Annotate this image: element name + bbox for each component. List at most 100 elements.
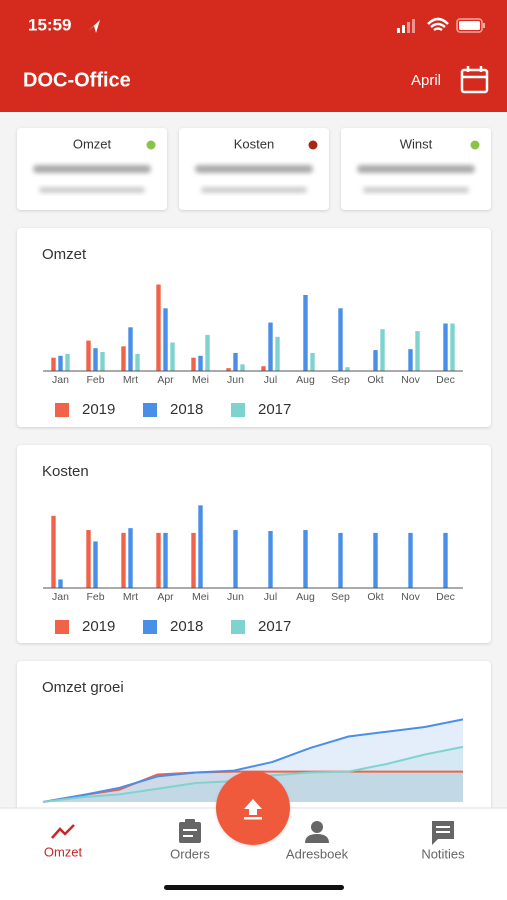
x-tick-label: Nov	[401, 591, 420, 603]
bar	[233, 530, 238, 588]
x-tick-label: Dec	[436, 374, 455, 386]
x-tick-label: Mei	[192, 591, 209, 603]
x-tick-label: Sep	[331, 374, 350, 386]
bar	[268, 322, 273, 371]
legend-swatch	[143, 620, 157, 634]
x-tick-label: Okt	[367, 591, 383, 603]
x-tick-label: Apr	[157, 591, 174, 603]
hidden-detail	[201, 187, 307, 193]
hidden-detail	[39, 187, 145, 193]
adresboek-icon	[305, 821, 329, 843]
x-tick-label: Feb	[86, 374, 104, 386]
x-tick-label: Aug	[296, 591, 315, 603]
bar	[373, 350, 378, 371]
nav-item[interactable]: Orders	[170, 846, 210, 861]
status-dot	[146, 140, 156, 150]
bar	[51, 357, 56, 371]
status-dot	[308, 140, 318, 150]
summary-label: Kosten	[234, 136, 274, 151]
notities-icon	[432, 821, 454, 845]
x-tick-label: Mrt	[123, 374, 138, 386]
x-tick-label: Aug	[296, 374, 315, 386]
bar	[275, 336, 280, 371]
summary-label: Omzet	[73, 136, 112, 151]
bar	[191, 532, 196, 588]
bar	[51, 515, 56, 588]
x-tick-label: Jul	[264, 374, 277, 386]
status-time: 15:59	[28, 15, 71, 34]
location-icon	[88, 20, 100, 33]
bar	[86, 340, 91, 371]
bar	[443, 532, 448, 588]
bar	[303, 295, 308, 371]
x-tick-label: Jul	[264, 591, 277, 603]
bar	[121, 346, 126, 371]
x-tick-label: Apr	[157, 374, 174, 386]
bar	[268, 531, 273, 588]
bar	[93, 541, 98, 588]
bar	[65, 353, 70, 371]
chart-title: Omzet	[42, 246, 87, 263]
area	[43, 719, 463, 802]
bar	[226, 368, 231, 371]
bar	[233, 352, 238, 371]
bar	[345, 367, 350, 371]
bar	[261, 366, 266, 371]
bar	[86, 530, 91, 588]
area	[43, 746, 463, 802]
bar	[338, 308, 343, 371]
bar	[415, 331, 420, 371]
bar	[310, 352, 315, 371]
bar	[373, 532, 378, 588]
x-tick-label: Mrt	[123, 591, 138, 603]
x-tick-label: Feb	[86, 591, 104, 603]
bar	[128, 528, 133, 588]
legend-label: 2018	[170, 618, 203, 635]
nav-item[interactable]: Adresboek	[286, 846, 349, 861]
x-tick-label: Sep	[331, 591, 350, 603]
legend-label: 2017	[258, 618, 291, 635]
content: Omzet Kosten Winst Omzet Jan Feb Mrt Apr Mei Jun J…	[17, 128, 491, 808]
bar	[135, 353, 140, 371]
bar	[170, 342, 175, 371]
legend-swatch	[55, 620, 69, 634]
bar	[128, 327, 133, 371]
legend-label: 2017	[258, 401, 291, 418]
battery-icon	[456, 18, 485, 33]
x-tick-label: Nov	[401, 374, 420, 386]
bar	[156, 284, 161, 371]
legend-swatch	[231, 620, 245, 634]
wifi-icon	[427, 17, 449, 32]
legend-label: 2018	[170, 401, 203, 418]
app-bar	[0, 0, 507, 112]
bar	[58, 579, 63, 588]
bar	[93, 348, 98, 371]
upload-fab[interactable]	[216, 771, 290, 845]
bar	[58, 355, 63, 371]
bar	[408, 532, 413, 588]
chart-card	[17, 445, 491, 643]
x-tick-label: Mei	[192, 374, 209, 386]
bar	[163, 308, 168, 371]
chart-title: Kosten	[42, 463, 89, 480]
calendar-button[interactable]	[460, 66, 489, 94]
bar	[163, 532, 168, 588]
bar	[408, 349, 413, 371]
month-selector[interactable]: April	[411, 72, 441, 89]
hidden-detail	[363, 187, 469, 193]
nav-item[interactable]: Notities	[421, 846, 465, 861]
bar	[240, 364, 245, 371]
hidden-amount	[357, 165, 475, 173]
bar	[380, 329, 385, 371]
bottom-area: Omzet Orders Adresboek Notities	[0, 771, 507, 900]
bar	[205, 334, 210, 371]
line	[42, 718, 464, 803]
bar	[450, 323, 455, 371]
bar	[156, 532, 161, 588]
hidden-amount	[33, 165, 151, 173]
omzet-icon	[51, 824, 75, 839]
nav-item[interactable]: Omzet	[44, 844, 83, 859]
bar	[191, 357, 196, 371]
